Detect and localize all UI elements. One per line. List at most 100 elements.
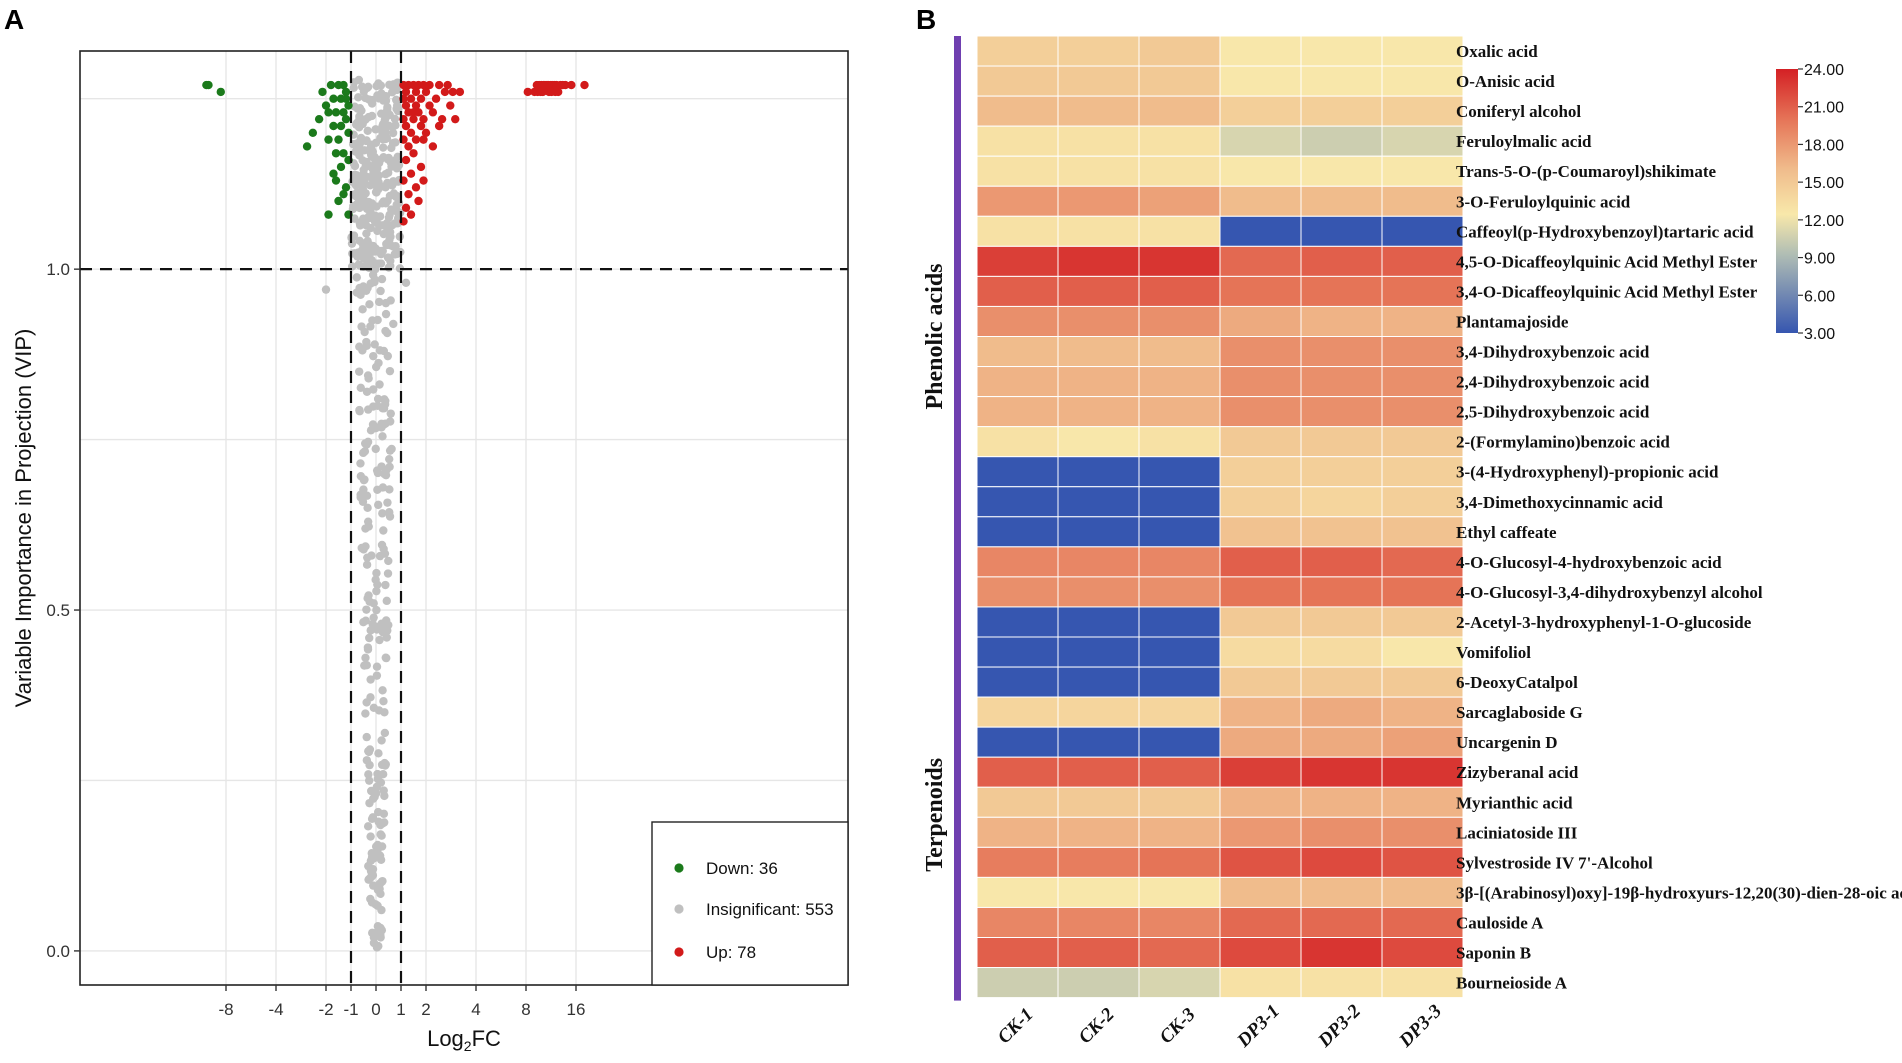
insignificant-point <box>373 468 383 478</box>
insignificant-point <box>391 95 401 105</box>
up-point <box>401 155 411 165</box>
insignificant-point <box>373 315 382 325</box>
up-point <box>401 87 411 97</box>
insignificant-point <box>379 786 388 795</box>
insignificant-point <box>355 261 365 270</box>
down-point <box>341 183 351 192</box>
down-point <box>329 169 338 178</box>
insignificant-point <box>360 661 369 670</box>
insignificant-point <box>363 503 372 513</box>
insignificant-point <box>377 423 386 432</box>
insignificant-point <box>366 322 375 331</box>
up-point <box>446 101 455 110</box>
down-point <box>216 87 225 97</box>
y-tick-label: 1.0 <box>46 260 70 279</box>
insignificant-point <box>385 485 394 494</box>
insignificant-point <box>377 619 386 628</box>
legend-swatch-insig <box>674 904 684 914</box>
up-point <box>455 87 465 97</box>
series-down <box>202 80 353 219</box>
insignificant-point <box>357 246 366 255</box>
up-point <box>443 80 452 90</box>
insignificant-point <box>370 217 380 227</box>
insignificant-point <box>362 491 372 500</box>
insignificant-point <box>379 544 388 554</box>
insignificant-point <box>380 395 389 404</box>
x-tick-label: 4 <box>471 1000 480 1019</box>
up-point <box>451 114 460 124</box>
up-point <box>406 210 416 219</box>
insignificant-point <box>353 104 362 113</box>
insignificant-point <box>379 809 389 818</box>
insignificant-point <box>381 326 390 336</box>
series-up <box>399 80 589 226</box>
insignificant-point <box>379 346 389 356</box>
insignificant-point <box>375 380 384 389</box>
insignificant-point <box>356 459 365 468</box>
insignificant-point <box>378 432 387 441</box>
insignificant-point <box>376 81 386 90</box>
insignificant-point <box>389 319 398 329</box>
up-point <box>401 101 411 110</box>
insignificant-point <box>356 383 366 393</box>
down-point <box>334 135 343 144</box>
insignificant-point <box>372 848 381 857</box>
up-point <box>406 128 416 138</box>
insignificant-point <box>365 760 374 770</box>
insignificant-point <box>391 138 400 147</box>
insignificant-point <box>352 273 361 282</box>
insignificant-point <box>375 635 384 645</box>
insignificant-point <box>389 177 398 186</box>
insignificant-point <box>390 250 400 259</box>
insignificant-point <box>376 778 386 787</box>
x-tick-label: 0 <box>371 1000 380 1019</box>
down-point <box>331 108 341 117</box>
y-tick-label: 0.0 <box>46 942 70 961</box>
up-point <box>539 80 548 90</box>
insignificant-point <box>363 405 373 414</box>
insignificant-point <box>387 88 397 97</box>
insignificant-point <box>361 439 370 448</box>
insignificant-point <box>367 99 377 108</box>
insignificant-point <box>369 351 378 361</box>
insignificant-point <box>373 91 382 100</box>
insignificant-point <box>372 568 381 578</box>
up-point <box>421 128 431 138</box>
x-axis-label: Log2FC <box>427 1026 501 1054</box>
up-point <box>409 149 418 158</box>
insignificant-point <box>359 165 368 175</box>
insignificant-point <box>379 526 388 535</box>
insignificant-point <box>376 133 385 143</box>
insignificant-point <box>376 286 385 296</box>
insignificant-point <box>372 605 381 615</box>
insignificant-point <box>367 814 377 824</box>
insignificant-point <box>382 239 391 249</box>
up-point <box>419 135 428 144</box>
insignificant-point <box>388 122 398 131</box>
x-tick-label: -4 <box>268 1000 283 1019</box>
legend-label-down: Down: 36 <box>706 859 778 878</box>
insignificant-point <box>380 728 390 738</box>
series-insignificant <box>321 75 411 952</box>
insignificant-point <box>385 110 394 120</box>
insignificant-point <box>366 832 375 841</box>
down-point <box>329 121 338 131</box>
up-point <box>411 87 421 97</box>
x-tick-label: 16 <box>567 1000 586 1019</box>
insignificant-point <box>364 776 374 785</box>
down-point <box>339 80 348 90</box>
up-point <box>428 142 438 151</box>
insignificant-point <box>368 175 378 184</box>
insignificant-point <box>379 197 388 206</box>
insignificant-point <box>362 229 371 238</box>
insignificant-point <box>377 831 386 840</box>
insignificant-point <box>359 196 369 205</box>
insignificant-point <box>392 104 401 113</box>
insignificant-point <box>374 500 383 510</box>
insignificant-point <box>382 219 392 228</box>
insignificant-point <box>366 144 376 153</box>
insignificant-point <box>384 556 393 566</box>
up-point <box>536 87 545 97</box>
insignificant-point <box>386 296 395 305</box>
